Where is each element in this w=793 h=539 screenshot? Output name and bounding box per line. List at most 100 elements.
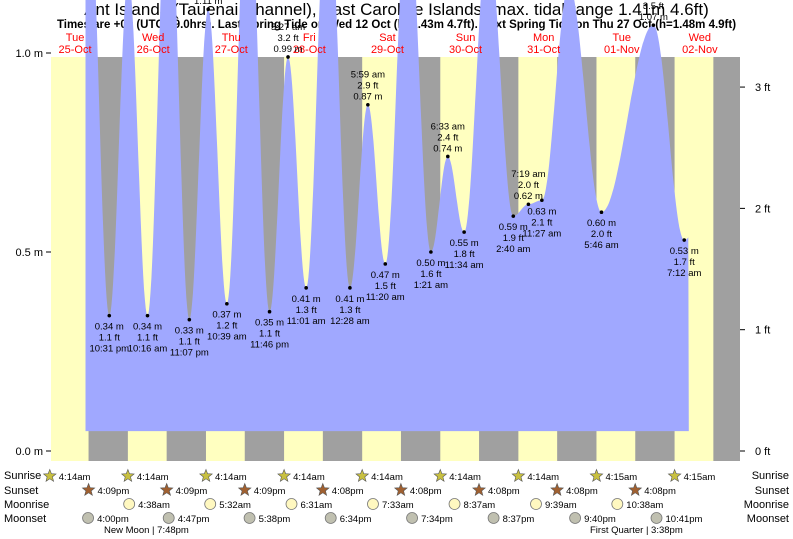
- moonrise-icon: [367, 498, 379, 510]
- sunrise-icon: [355, 468, 370, 482]
- moonrise-time: 7:33am: [382, 500, 414, 511]
- tide-point: [651, 23, 656, 27]
- moonset-time: 4:47pm: [178, 514, 210, 525]
- tide-m-label: 0.99 m: [274, 44, 303, 55]
- sunrise-time: 4:14am: [449, 472, 481, 483]
- first-quarter-note: First Quarter | 3:38pm: [590, 525, 683, 536]
- tide-ft-label: 1.1 ft: [99, 333, 120, 344]
- tide-point: [682, 238, 687, 242]
- moonrise-icon: [530, 498, 542, 510]
- sunset-icon: [159, 482, 174, 496]
- tide-time-label: 11:27 am: [522, 228, 561, 239]
- tide-m-label: 0.63 m: [527, 206, 556, 217]
- tide-time-label: 11:07 pm: [170, 348, 209, 359]
- sunset-time: 4:08pm: [488, 486, 520, 497]
- sunrise-icon: [120, 468, 135, 482]
- row-label-moonset-right: Moonset: [746, 513, 789, 525]
- sunrise-time: 4:14am: [527, 472, 559, 483]
- tide-time-label: 11:20 am: [366, 292, 405, 303]
- tide-ft-label: 1.5 ft: [375, 281, 396, 292]
- day-date-label: 27-Oct: [215, 44, 248, 56]
- tide-point: [206, 7, 210, 12]
- tide-point: [304, 286, 308, 290]
- sunset-icon: [315, 482, 330, 496]
- sunrise-icon: [667, 468, 682, 482]
- row-label-sunrise-left: Sunrise: [4, 470, 42, 482]
- tide-ft-label: 1.7 ft: [674, 257, 695, 268]
- sunrise-time: 4:15am: [606, 472, 638, 483]
- tide-m-label: 0.34 m: [133, 322, 162, 333]
- sunset-icon: [393, 482, 408, 496]
- day-date-label: 29-Oct: [371, 44, 404, 56]
- tide-time-label: 10:39 am: [207, 332, 247, 343]
- tide-ft-label: 2.9 ft: [357, 81, 378, 92]
- tide-time-label: 6:33 am: [431, 121, 465, 132]
- row-label-sunrise-right: Sunrise: [751, 470, 789, 482]
- tide-m-label: 0.50 m: [416, 258, 445, 269]
- tide-area: [85, 0, 689, 432]
- tide-time-label: 9:43 pm: [636, 0, 670, 1]
- new-moon-note: New Moon | 7:48pm: [104, 525, 189, 536]
- day-date-label: 26-Oct: [137, 44, 170, 56]
- y-right-tick-label: 0 ft: [755, 446, 770, 458]
- sunrise-time: 4:14am: [137, 472, 169, 483]
- moonrise-icon: [123, 498, 136, 510]
- night-band: [713, 57, 740, 461]
- tide-ft-label: 2.0 ft: [591, 229, 612, 240]
- tide-ft-label: 3.2 ft: [277, 33, 298, 44]
- tide-m-label: 0.74 m: [433, 143, 462, 154]
- tide-point: [286, 55, 290, 59]
- tide-m-label: 0.33 m: [175, 326, 204, 337]
- day-date-label: 30-Oct: [449, 44, 482, 56]
- day-name-label: Mon: [533, 32, 554, 44]
- day-name-label: Fri: [303, 32, 316, 44]
- tide-point: [107, 313, 112, 318]
- tide-point: [429, 250, 433, 254]
- tide-m-label: 0.87 m: [353, 92, 382, 103]
- row-label-moonrise-left: Moonrise: [4, 499, 50, 511]
- row-label-sunset-left: Sunset: [4, 485, 39, 497]
- moonset-icon: [569, 512, 582, 524]
- tide-point: [511, 214, 516, 218]
- tide-time-label: 2:40 am: [496, 244, 530, 255]
- sunrise-icon: [42, 468, 57, 482]
- tide-time-label: 10:16 am: [128, 344, 168, 355]
- moonset-icon: [162, 512, 175, 524]
- tide-time-label: 12:28 am: [330, 316, 370, 327]
- day-date-label: 28-Oct: [293, 44, 326, 56]
- tide-m-label: 0.35 m: [255, 318, 284, 329]
- tide-m-label: 0.34 m: [95, 322, 124, 333]
- tide-time-label: 7:12 am: [667, 268, 701, 279]
- sunset-time: 4:09pm: [98, 486, 130, 497]
- tide-time-label: 7:19 am: [511, 169, 545, 180]
- y-left-tick-label: 0.0 m: [15, 446, 43, 458]
- moonset-time: 8:37pm: [503, 514, 535, 525]
- tide-ft-label: 1.1 ft: [179, 337, 200, 348]
- tide-ft-label: 3.5 ft: [643, 1, 664, 12]
- tide-m-label: 1.07 m: [639, 12, 668, 23]
- moonrise-time: 10:38am: [626, 500, 663, 511]
- moonrise-icon: [448, 498, 461, 510]
- tide-point: [540, 198, 544, 203]
- sunrise-icon: [199, 468, 213, 482]
- sunrise-icon: [277, 468, 292, 482]
- tide-time-label: 11:01 am: [287, 316, 326, 327]
- tide-ft-label: 1.8 ft: [454, 249, 475, 260]
- day-name-label: Wed: [689, 32, 711, 44]
- tide-ft-label: 2.1 ft: [531, 217, 552, 228]
- tide-ft-label: 1.6 ft: [420, 269, 441, 280]
- sunrise-time: 4:15am: [684, 472, 716, 483]
- moonset-icon: [243, 512, 256, 524]
- sunset-time: 4:08pm: [644, 486, 676, 497]
- sunset-time: 4:08pm: [410, 486, 442, 497]
- day-name-label: Sat: [379, 32, 396, 44]
- tide-time-label: 5:27 am: [271, 22, 305, 33]
- tide-ft-label: 1.3 ft: [339, 305, 360, 316]
- moonrise-time: 5:32am: [219, 500, 251, 511]
- tide-ft-label: 2.0 ft: [518, 180, 539, 191]
- tide-time-label: 10:31 pm: [89, 344, 129, 355]
- moonset-icon: [82, 512, 94, 524]
- row-label-moonrise-right: Moonrise: [743, 499, 789, 511]
- tide-m-label: 0.60 m: [587, 218, 616, 229]
